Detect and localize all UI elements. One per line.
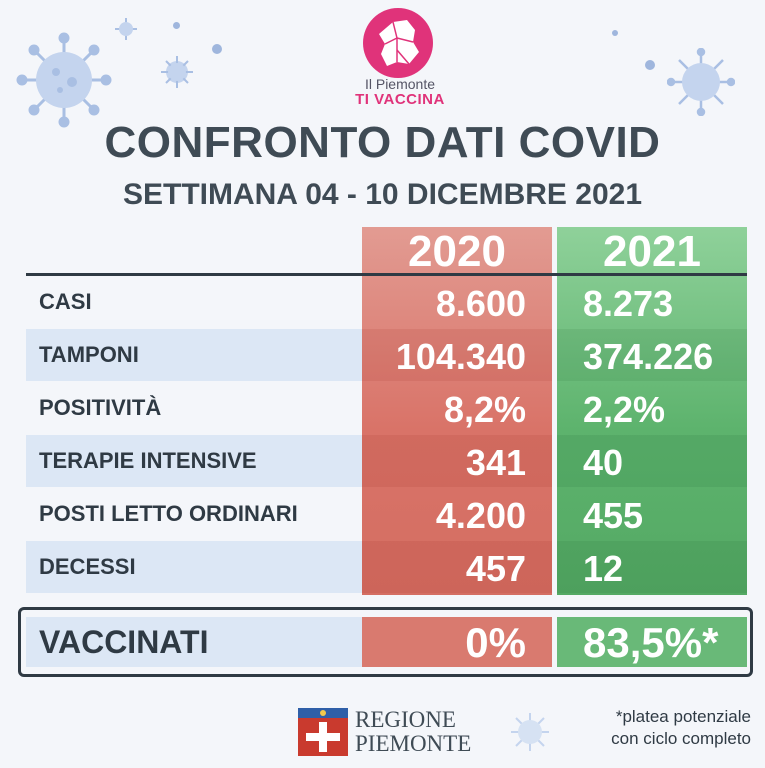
header-2021: 2021 [603, 227, 701, 276]
virus-icon [667, 48, 735, 116]
table-divider [26, 273, 747, 276]
page-subtitle: SETTIMANA 04 - 10 DICEMBRE 2021 [122, 178, 643, 211]
region-map-logo [363, 8, 433, 78]
row-label: POSTI LETTO ORDINARI [39, 501, 298, 526]
row-label: CASI [39, 289, 92, 314]
table-row: TERAPIE INTENSIVE 341 40 [26, 435, 747, 487]
table-row: CASI 8.600 8.273 [26, 276, 747, 328]
vaccinated-2020: 0% [465, 619, 526, 666]
value-2020: 8.600 [435, 283, 526, 324]
value-2021: 12 [583, 548, 624, 589]
footnote: *platea potenziale con ciclo completo [576, 706, 751, 750]
virus-icon [115, 18, 137, 40]
decor-dot [173, 22, 180, 29]
value-2020: 457 [465, 548, 526, 589]
table-row: TAMPONI 104.340 374.226 [26, 329, 747, 381]
value-2020: 8,2% [443, 389, 526, 430]
table-row: POSTI LETTO ORDINARI 4.200 455 [26, 488, 747, 540]
table-row: POSITIVITÀ 8,2% 2,2% [26, 382, 747, 434]
region-name-line1: REGIONE [355, 707, 456, 732]
piemonte-map-icon [379, 20, 419, 66]
vaccinated-label: VACCINATI [39, 624, 209, 660]
value-2021: 8.273 [583, 283, 674, 324]
header-2020: 2020 [408, 227, 506, 276]
row-label: TAMPONI [39, 342, 139, 367]
value-2020: 4.200 [435, 495, 526, 536]
value-2021: 40 [583, 442, 624, 483]
decor-dot [645, 60, 655, 70]
footnote-line2: con ciclo completo [611, 729, 751, 748]
decor-dot [612, 30, 618, 36]
vaccinated-2021: 83,5%* [583, 619, 719, 666]
vaccinated-box: VACCINATI 0% 83,5%* [18, 607, 753, 677]
value-2021: 374.226 [583, 336, 714, 377]
virus-icon [161, 56, 193, 88]
virus-icon [511, 713, 549, 751]
value-2021: 2,2% [583, 389, 666, 430]
column-2020 [362, 227, 552, 595]
brand-line2: TI VACCINA [355, 91, 445, 108]
row-label: DECESSI [39, 554, 136, 579]
row-label: POSITIVITÀ [39, 395, 162, 420]
table-row: DECESSI 457 12 [26, 541, 747, 593]
decor-dot [212, 44, 222, 54]
row-label: TERAPIE INTENSIVE [39, 448, 257, 473]
value-2020: 341 [465, 442, 526, 483]
footnote-line1: *platea potenziale [615, 707, 751, 726]
virus-icon [16, 32, 112, 128]
page-title: CONFRONTO DATI COVID [104, 118, 661, 167]
value-2020: 104.340 [395, 336, 526, 377]
value-2021: 455 [583, 495, 644, 536]
column-2021 [557, 227, 747, 595]
region-name: REGIONE PIEMONTE [355, 708, 471, 756]
region-crest-icon [298, 708, 348, 756]
region-name-line2: PIEMONTE [355, 731, 472, 756]
brand-line1: Il Piemonte [364, 76, 436, 92]
